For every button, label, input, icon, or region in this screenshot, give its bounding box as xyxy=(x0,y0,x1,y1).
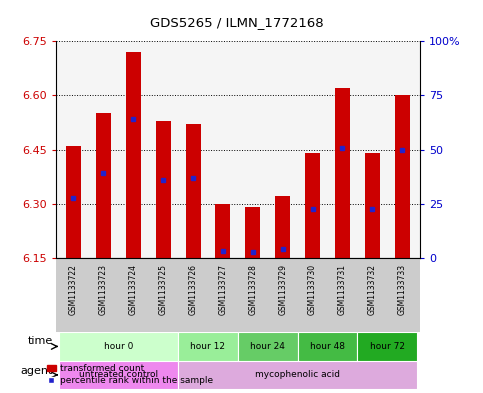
Text: GSM1133731: GSM1133731 xyxy=(338,264,347,315)
Text: GDS5265 / ILMN_1772168: GDS5265 / ILMN_1772168 xyxy=(150,17,324,29)
Bar xyxy=(305,153,320,258)
Bar xyxy=(66,146,81,258)
Text: mycophenolic acid: mycophenolic acid xyxy=(255,370,340,379)
Text: hour 24: hour 24 xyxy=(250,342,285,351)
Text: time: time xyxy=(28,336,53,346)
Text: hour 12: hour 12 xyxy=(190,342,226,351)
Text: GSM1133728: GSM1133728 xyxy=(248,264,257,315)
Text: GSM1133726: GSM1133726 xyxy=(188,264,198,315)
FancyBboxPatch shape xyxy=(58,361,178,389)
FancyBboxPatch shape xyxy=(238,332,298,361)
Text: hour 0: hour 0 xyxy=(104,342,133,351)
Text: hour 48: hour 48 xyxy=(310,342,345,351)
Bar xyxy=(365,153,380,258)
Text: GSM1133725: GSM1133725 xyxy=(158,264,168,315)
Text: GSM1133722: GSM1133722 xyxy=(69,264,78,315)
Bar xyxy=(96,114,111,258)
Bar xyxy=(215,204,230,258)
FancyBboxPatch shape xyxy=(58,332,178,361)
Text: GSM1133730: GSM1133730 xyxy=(308,264,317,315)
Text: hour 72: hour 72 xyxy=(370,342,405,351)
Text: GSM1133732: GSM1133732 xyxy=(368,264,377,315)
Bar xyxy=(185,124,200,258)
Text: GSM1133729: GSM1133729 xyxy=(278,264,287,315)
Bar xyxy=(275,196,290,258)
Legend: transformed count, percentile rank within the sample: transformed count, percentile rank withi… xyxy=(43,360,217,389)
Text: GSM1133724: GSM1133724 xyxy=(129,264,138,315)
Bar xyxy=(335,88,350,258)
Bar xyxy=(156,121,170,258)
Text: agent: agent xyxy=(21,366,53,376)
FancyBboxPatch shape xyxy=(178,361,417,389)
FancyBboxPatch shape xyxy=(178,332,238,361)
FancyBboxPatch shape xyxy=(357,332,417,361)
FancyBboxPatch shape xyxy=(298,332,357,361)
Text: GSM1133733: GSM1133733 xyxy=(398,264,407,315)
Text: untreated control: untreated control xyxy=(79,370,158,379)
Text: GSM1133727: GSM1133727 xyxy=(218,264,227,315)
Bar xyxy=(245,207,260,258)
Bar xyxy=(395,95,410,258)
Bar xyxy=(126,52,141,258)
Text: GSM1133723: GSM1133723 xyxy=(99,264,108,315)
